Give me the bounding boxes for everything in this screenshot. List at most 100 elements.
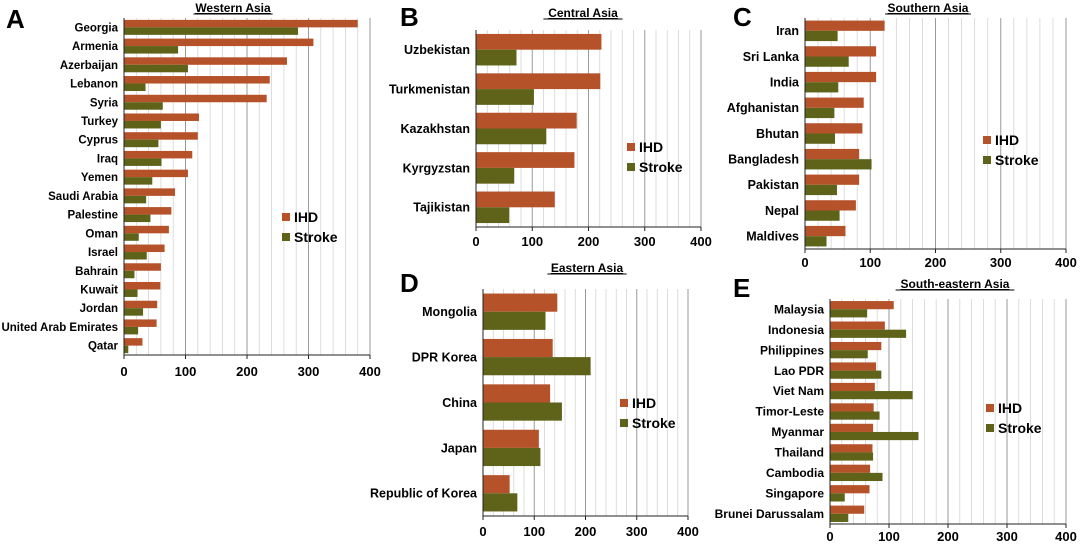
x-tick-label: 400 bbox=[677, 524, 699, 539]
stroke-bar bbox=[805, 56, 849, 67]
stroke-bar bbox=[124, 64, 188, 73]
x-tick-label: 0 bbox=[120, 364, 127, 379]
x-tick-label: 200 bbox=[236, 364, 258, 379]
category-label: Singapore bbox=[765, 487, 824, 501]
stroke-bar bbox=[476, 49, 517, 66]
stroke-bar bbox=[124, 214, 151, 223]
stroke-bar bbox=[830, 472, 883, 482]
legend-swatch-stroke bbox=[282, 233, 290, 241]
stroke-bar bbox=[476, 128, 547, 145]
category-label: Cyprus bbox=[78, 135, 118, 147]
stroke-bar bbox=[830, 452, 874, 461]
stroke-bar bbox=[124, 120, 161, 129]
stroke-bar bbox=[830, 411, 880, 420]
panel-c: Iran Sri Lanka India Afghanistan Bhutan Bangl… bbox=[727, 1, 1077, 270]
ihd-bar bbox=[805, 148, 860, 160]
legend-swatch-stroke bbox=[983, 156, 991, 164]
ihd-bar bbox=[805, 174, 860, 185]
ihd-bar bbox=[124, 225, 169, 234]
ihd-bar bbox=[830, 505, 865, 514]
legend-swatch-ihd bbox=[620, 399, 628, 407]
stroke-bar bbox=[124, 195, 147, 204]
category-label: Myanmar bbox=[771, 425, 824, 439]
category-label: Sri Lanka bbox=[743, 50, 800, 64]
x-tick-label: 100 bbox=[878, 529, 900, 544]
stroke-bar bbox=[805, 184, 837, 196]
stroke-bar bbox=[124, 139, 159, 148]
ihd-bar bbox=[124, 113, 200, 121]
category-label: Viet Nam bbox=[773, 384, 824, 398]
legend-label-stroke: Stroke bbox=[639, 159, 683, 175]
category-label: DPR Korea bbox=[412, 350, 478, 364]
stroke-bar bbox=[124, 289, 138, 297]
ihd-bar bbox=[476, 112, 577, 129]
category-label: Mongolia bbox=[422, 305, 478, 319]
category-label: Malaysia bbox=[774, 302, 824, 316]
ihd-bar bbox=[124, 19, 358, 28]
x-tick-label: 0 bbox=[826, 529, 833, 544]
category-label: Kazakhstan bbox=[401, 122, 470, 136]
x-tick-label: 200 bbox=[937, 529, 959, 544]
stroke-bar bbox=[124, 46, 179, 54]
category-label: Maldives bbox=[746, 230, 799, 244]
category-label: Turkmenistan bbox=[389, 82, 470, 96]
x-tick-label: 400 bbox=[690, 234, 712, 249]
stroke-bar bbox=[830, 493, 845, 502]
ihd-bar bbox=[124, 338, 143, 346]
stroke-bar bbox=[830, 370, 882, 379]
ihd-bar bbox=[830, 301, 894, 310]
legend-label-stroke: Stroke bbox=[998, 420, 1042, 436]
stroke-bar bbox=[830, 391, 913, 400]
stroke-bar bbox=[805, 82, 839, 93]
ihd-bar bbox=[124, 244, 165, 253]
stroke-bar bbox=[124, 83, 146, 92]
stroke-bar bbox=[124, 326, 139, 335]
legend-label-stroke: Stroke bbox=[294, 229, 338, 245]
stroke-bar bbox=[830, 309, 868, 318]
category-label: Saudi Arabia bbox=[48, 191, 118, 203]
legend-swatch-stroke bbox=[986, 424, 994, 432]
ihd-bar bbox=[830, 403, 874, 412]
ihd-bar bbox=[124, 281, 161, 290]
ihd-bar bbox=[805, 46, 877, 57]
ihd-bar bbox=[476, 191, 555, 208]
stroke-bar bbox=[483, 493, 518, 512]
category-label: Brunei Darussalam bbox=[715, 507, 824, 521]
ihd-bar bbox=[830, 464, 871, 473]
stroke-bar bbox=[483, 357, 591, 376]
ihd-bar bbox=[124, 57, 287, 65]
category-label: Iraq bbox=[97, 153, 118, 165]
ihd-bar bbox=[476, 152, 575, 168]
panel-b: Uzbekistan Turkmenistan Kazakhstan Kyrgyzst… bbox=[389, 2, 712, 249]
ihd-bar bbox=[124, 38, 314, 47]
x-tick-label: 100 bbox=[175, 364, 197, 379]
category-label: Syria bbox=[90, 97, 119, 109]
x-tick-label: 200 bbox=[578, 234, 600, 249]
stroke-bar bbox=[483, 311, 546, 330]
panel-letter: A bbox=[6, 4, 25, 34]
category-label: Yemen bbox=[81, 172, 118, 184]
ihd-bar bbox=[483, 384, 551, 403]
stroke-bar bbox=[805, 133, 836, 144]
category-label: Tajikistan bbox=[413, 201, 470, 215]
legend-swatch-ihd bbox=[986, 404, 994, 412]
category-label: Indonesia bbox=[768, 323, 824, 337]
panel-d: Mongolia DPR Korea China Japan Republic of K… bbox=[370, 261, 699, 539]
x-tick-label: 400 bbox=[359, 364, 381, 379]
category-label: Oman bbox=[85, 228, 118, 240]
ihd-bar bbox=[124, 300, 158, 309]
ihd-bar bbox=[830, 341, 882, 351]
category-label: United Arab Emirates bbox=[1, 322, 118, 334]
stroke-bar bbox=[805, 107, 835, 119]
stroke-bar bbox=[805, 159, 872, 170]
ihd-bar bbox=[476, 73, 601, 90]
stroke-bar bbox=[830, 513, 849, 522]
stroke-bar bbox=[483, 402, 562, 421]
ihd-bar bbox=[124, 132, 198, 140]
category-label: India bbox=[770, 76, 800, 90]
ihd-bar bbox=[805, 200, 856, 211]
x-tick-label: 0 bbox=[472, 234, 479, 249]
category-label: Israel bbox=[88, 247, 118, 259]
ihd-bar bbox=[124, 169, 188, 178]
